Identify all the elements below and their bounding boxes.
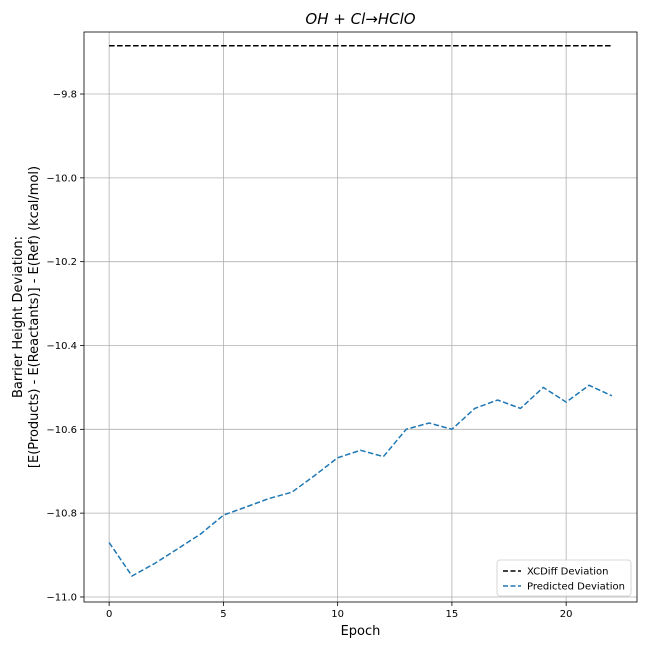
y-axis-title: Barrier Height Deviation: [E(Products) -… xyxy=(11,166,42,468)
x-tick-label: 10 xyxy=(331,609,344,620)
chart-title: OH + Cl→HClO xyxy=(305,10,415,28)
y-tick-label: −10.2 xyxy=(46,257,77,268)
y-tick-label: −11.0 xyxy=(46,592,77,603)
legend-box xyxy=(496,559,632,597)
legend-label: Predicted Deviation xyxy=(527,582,625,593)
plot-frame xyxy=(83,31,638,603)
y-axis-title-line-1: Barrier Height Deviation: xyxy=(11,236,26,398)
x-axis-title: Epoch xyxy=(341,624,381,639)
x-tick-label: 0 xyxy=(106,609,112,620)
y-axis-title-line-2: [E(Products) - E(Reactants)] - E(Ref) (k… xyxy=(27,166,42,468)
legend: XCDiff Deviation Predicted Deviation xyxy=(496,559,632,597)
y-tick-label: −10.8 xyxy=(46,509,77,520)
y-tick-label: −10.6 xyxy=(46,425,77,436)
y-tick-label: −10.0 xyxy=(46,173,77,184)
x-tick-label: 15 xyxy=(446,609,459,620)
y-tick-label: −9.8 xyxy=(53,90,77,101)
series-line-predicted-deviation xyxy=(108,384,613,577)
y-tick-label: −10.4 xyxy=(46,341,77,352)
axis-ticks: 0 5 10 15 20 −11.0 −10.8 −10.6 −10.4 −10.2 −10.0 −9… xyxy=(46,90,572,620)
series-lines xyxy=(108,45,613,577)
grid xyxy=(84,32,637,602)
legend-label: XCDiff Deviation xyxy=(527,567,608,578)
x-tick-label: 5 xyxy=(220,609,226,620)
x-tick-label: 20 xyxy=(560,609,573,620)
